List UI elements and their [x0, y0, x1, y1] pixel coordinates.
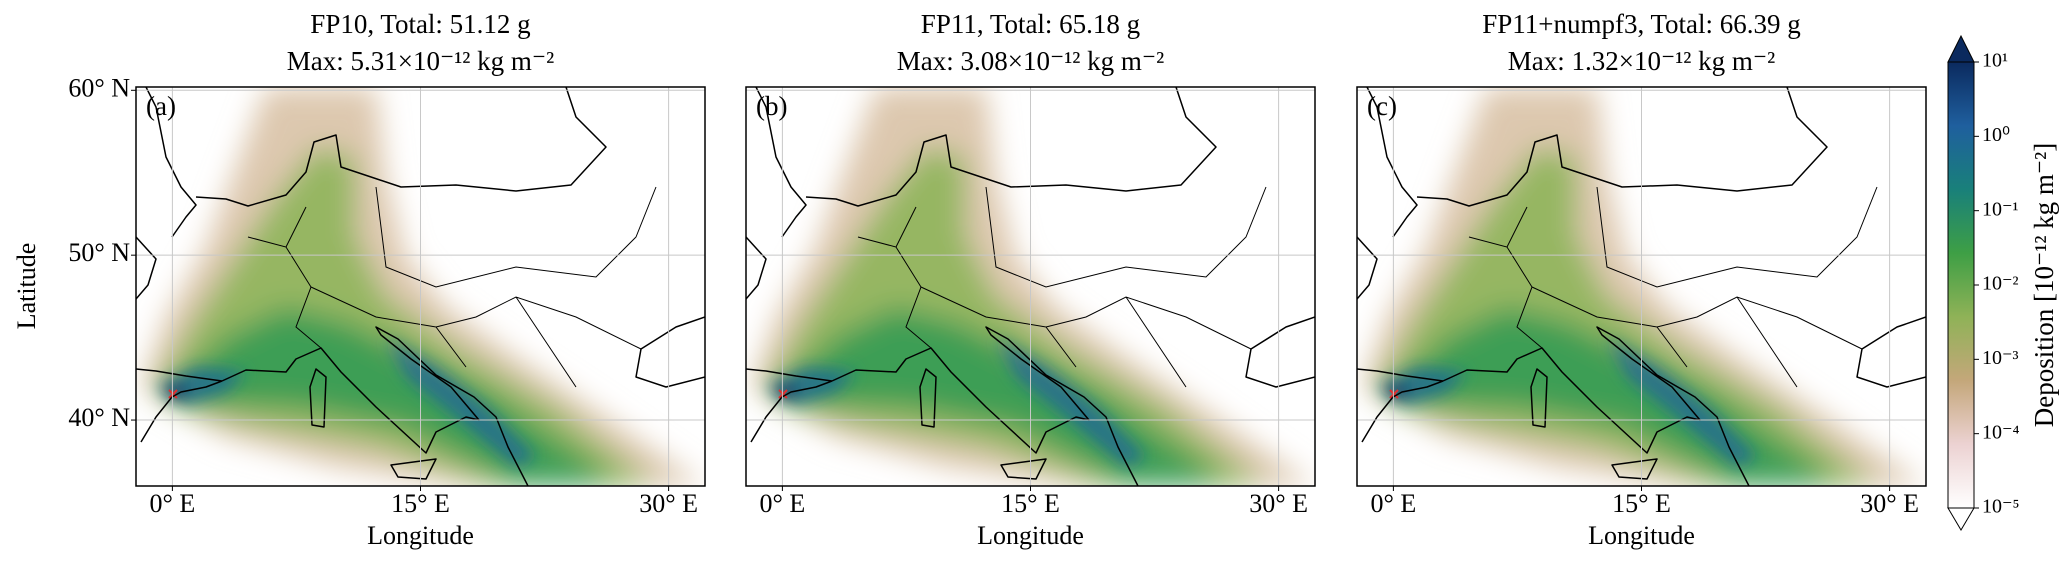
y-tick-label: 60° N: [68, 73, 130, 102]
x-tick-label: 0° E: [1370, 489, 1416, 518]
x-tick-label: 0° E: [149, 489, 195, 518]
map-area: [746, 87, 1315, 486]
panel-title: FP11+numpf3, Total: 66.39 g: [1482, 9, 1801, 39]
x-tick-label: 0° E: [759, 489, 805, 518]
x-tick-label: 15° E: [391, 489, 450, 518]
colorbar-tick-label: 10⁻⁵: [1982, 496, 2020, 518]
colorbar-label: Deposition [10⁻¹² kg m⁻²]: [2029, 143, 2059, 428]
x-tick-label: 15° E: [1612, 489, 1671, 518]
x-axis-label: Longitude: [977, 521, 1084, 550]
map-area: [1357, 87, 1926, 486]
map-panel: (a) 0° E 15° E 30° E Longitude 40° N 50° N 60° …: [68, 73, 706, 550]
panel-subtitle: Max: 5.31×10⁻¹² kg m⁻²: [287, 46, 555, 76]
x-axis-label: Longitude: [367, 521, 474, 550]
panel-title: FP10, Total: 51.12 g: [310, 9, 530, 39]
colorbar-tick-label: 10¹: [1982, 50, 2008, 72]
panel-subtitle: Max: 3.08×10⁻¹² kg m⁻²: [897, 46, 1165, 76]
y-tick-label: 50° N: [68, 238, 130, 267]
map-area: [136, 87, 705, 486]
colorbar-tick-label: 10⁻¹: [1982, 198, 2019, 220]
panel-label: (b): [756, 91, 787, 121]
colorbar-extend-top: [1947, 34, 1975, 63]
colorbar: [1947, 61, 1975, 509]
x-tick-label: 30° E: [1860, 489, 1919, 518]
map-panel: (c) 0° E 15° E 30° E Longitude: [1356, 86, 1927, 550]
x-tick-label: 30° E: [639, 489, 698, 518]
colorbar-tick-label: 10⁻²: [1982, 273, 2019, 295]
y-axis-label: Latitude: [12, 243, 41, 330]
y-tick-label: 40° N: [68, 403, 130, 432]
x-axis-label: Longitude: [1588, 521, 1695, 550]
colorbar-tick-label: 10⁻⁴: [1982, 421, 2020, 443]
colorbar-tick-label: 10⁻³: [1982, 347, 2019, 369]
panel-label: (a): [146, 91, 176, 121]
map-panel: (b) 0° E 15° E 30° E Longitude: [745, 86, 1316, 550]
panel-title: FP11, Total: 65.18 g: [921, 9, 1140, 39]
x-tick-label: 30° E: [1249, 489, 1308, 518]
panel-label: (c): [1367, 91, 1397, 121]
panel-subtitle: Max: 1.32×10⁻¹² kg m⁻²: [1508, 46, 1776, 76]
colorbar-extend-bottom: [1947, 507, 1975, 531]
colorbar-tick-label: 10⁰: [1982, 124, 2010, 146]
x-tick-label: 15° E: [1001, 489, 1060, 518]
